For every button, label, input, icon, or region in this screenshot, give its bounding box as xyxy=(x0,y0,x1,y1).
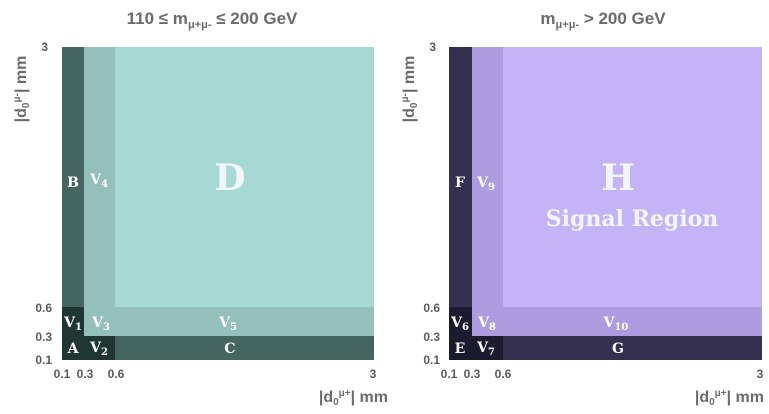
y-tick-3: 3 xyxy=(41,40,48,54)
y-tick-0.1: 0.1 xyxy=(423,353,440,367)
signal-region-label: Signal Region xyxy=(546,206,719,232)
panel-right: mμ+μ- > 200 GeV F V9 H Signal Region V6 … xyxy=(400,9,764,408)
y-axis-label-left: |d0μ-| mm xyxy=(12,56,32,123)
x-tick-0.6: 0.6 xyxy=(108,367,125,381)
label-E: E xyxy=(455,341,466,357)
region-V10 xyxy=(503,307,762,336)
label-G: G xyxy=(612,341,624,357)
region-V6 xyxy=(449,307,472,336)
region-V7 xyxy=(472,336,503,360)
x-tick-0.3: 0.3 xyxy=(464,367,481,381)
label-V4: V4 xyxy=(89,172,108,190)
y-tick-0.3: 0.3 xyxy=(35,330,52,344)
label-D: D xyxy=(214,157,245,199)
region-V3 xyxy=(84,307,115,336)
label-V1: V1 xyxy=(63,315,82,333)
region-V5 xyxy=(115,307,374,336)
y-tick-0.3: 0.3 xyxy=(423,330,440,344)
label-V7: V7 xyxy=(476,340,495,358)
label-V9: V9 xyxy=(476,175,495,193)
label-B: B xyxy=(67,175,79,191)
x-tick-0.3: 0.3 xyxy=(77,367,94,381)
panel-right-title: mμ+μ- > 200 GeV xyxy=(540,9,666,31)
x-tick-3: 3 xyxy=(757,367,764,381)
region-V1 xyxy=(62,307,84,336)
label-V6: V6 xyxy=(450,315,469,333)
x-tick-3: 3 xyxy=(370,367,377,381)
region-F xyxy=(449,47,472,307)
region-V8 xyxy=(472,307,503,336)
label-F: F xyxy=(455,175,465,191)
y-tick-0.6: 0.6 xyxy=(423,301,440,315)
region-V4 xyxy=(84,47,115,307)
x-tick-0.6: 0.6 xyxy=(495,367,512,381)
y-tick-0.6: 0.6 xyxy=(35,301,52,315)
label-H: H xyxy=(601,157,635,199)
y-tick-3: 3 xyxy=(429,40,436,54)
label-V8: V8 xyxy=(477,315,496,333)
y-tick-0.1: 0.1 xyxy=(35,353,52,367)
label-V3: V3 xyxy=(91,315,110,333)
region-C xyxy=(115,336,374,360)
region-V2 xyxy=(84,336,115,360)
region-D xyxy=(115,47,374,307)
x-tick-0.1: 0.1 xyxy=(54,367,71,381)
panel-left: 110 ≤ mμ+μ- ≤ 200 GeV B V4 D V1 V3 V5 A … xyxy=(12,9,388,408)
label-V5: V5 xyxy=(218,315,237,333)
label-V10: V10 xyxy=(603,315,629,333)
label-A: A xyxy=(67,341,80,357)
x-axis-label-right: |d0μ+| mm xyxy=(695,388,764,408)
region-E xyxy=(449,336,472,360)
region-H xyxy=(503,47,762,307)
x-tick-0.1: 0.1 xyxy=(441,367,458,381)
region-V9 xyxy=(472,47,503,307)
label-C: C xyxy=(224,341,235,357)
region-A xyxy=(62,336,84,360)
x-axis-label-left: |d0μ+| mm xyxy=(319,388,388,408)
y-axis-label-right: |d0μ-| mm xyxy=(400,56,420,123)
region-B xyxy=(62,47,84,307)
panel-left-title: 110 ≤ mμ+μ- ≤ 200 GeV xyxy=(127,9,298,31)
region-G xyxy=(503,336,762,360)
label-V2: V2 xyxy=(89,340,108,358)
